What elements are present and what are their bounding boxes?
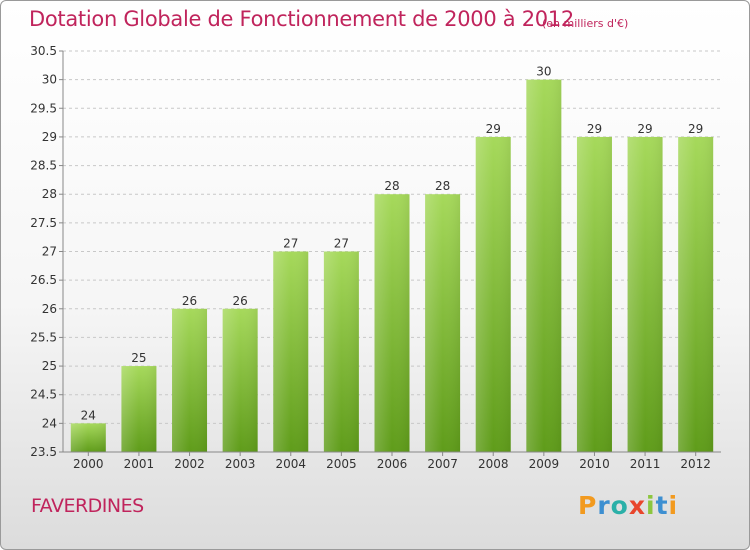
bar-value-label: 25	[131, 351, 146, 365]
y-tick-label: 27.5	[30, 216, 57, 230]
bars: 24 25 26 26 27 27 28 28 29 30 29 29 29	[70, 65, 714, 453]
bar-shine	[576, 136, 612, 452]
bar-shine	[323, 251, 359, 452]
bar-shine	[627, 136, 663, 452]
bar-shine	[172, 308, 208, 452]
x-tick-label: 2011	[630, 457, 661, 471]
y-tick-label: 24	[42, 416, 57, 430]
chart-subtitle: (en milliers d'€)	[542, 17, 629, 30]
y-tick-label: 29	[42, 130, 57, 144]
x-tick-label: 2012	[680, 457, 711, 471]
x-tick-label: 2006	[377, 457, 408, 471]
bar-value-label: 26	[233, 294, 248, 308]
y-tick-label: 25	[42, 359, 57, 373]
x-tick-label: 2002	[174, 457, 205, 471]
bar-value-label: 29	[486, 122, 501, 136]
x-tick-label: 2004	[275, 457, 306, 471]
location-name: FAVERDINES	[31, 495, 144, 517]
bar-value-label: 24	[81, 408, 96, 422]
bar-value-label: 27	[334, 237, 349, 251]
bar-value-label: 28	[384, 179, 399, 193]
bar-value-label: 28	[435, 179, 450, 193]
chart-title: Dotation Globale de Fonctionnement de 20…	[29, 7, 574, 31]
y-tick-label: 28.5	[30, 159, 57, 173]
bar-shine	[678, 136, 714, 452]
bar-value-label: 30	[536, 65, 551, 79]
bar-shine	[526, 79, 562, 453]
x-tick-label: 2007	[427, 457, 458, 471]
proxiti-logo: Proxiti	[578, 491, 679, 520]
bar-value-label: 27	[283, 237, 298, 251]
bar-shine	[475, 136, 511, 452]
y-tick-label: 26.5	[30, 273, 57, 287]
y-tick-label: 23.5	[30, 445, 57, 459]
bar-value-label: 29	[587, 122, 602, 136]
x-tick-label: 2000	[73, 457, 104, 471]
bar-shine	[273, 251, 309, 452]
x-tick-label: 2010	[579, 457, 610, 471]
x-tick-label: 2008	[478, 457, 509, 471]
bar-value-label: 29	[688, 122, 703, 136]
y-tick-label: 27	[42, 245, 57, 259]
y-tick-label: 26	[42, 302, 57, 316]
y-tick-label: 29.5	[30, 101, 57, 115]
bar-shine	[121, 366, 157, 452]
y-tick-label: 30	[42, 73, 57, 87]
y-tick-label: 30.5	[30, 44, 57, 58]
bar-value-label: 29	[637, 122, 652, 136]
bar-shine	[374, 194, 410, 452]
bar-shine	[70, 423, 106, 452]
x-tick-label: 2005	[326, 457, 357, 471]
x-tick-label: 2009	[529, 457, 560, 471]
bar-shine	[222, 308, 258, 452]
axes: 23.5 24 24.5 25 25.5 26 26.5 27 27.5 28 28.5 29 29.5…	[30, 44, 721, 471]
x-tick-label: 2001	[124, 457, 155, 471]
bar-shine	[425, 194, 461, 452]
y-tick-label: 25.5	[30, 330, 57, 344]
y-tick-label: 24.5	[30, 388, 57, 402]
y-tick-label: 28	[42, 187, 57, 201]
x-tick-label: 2003	[225, 457, 256, 471]
bar-value-label: 26	[182, 294, 197, 308]
